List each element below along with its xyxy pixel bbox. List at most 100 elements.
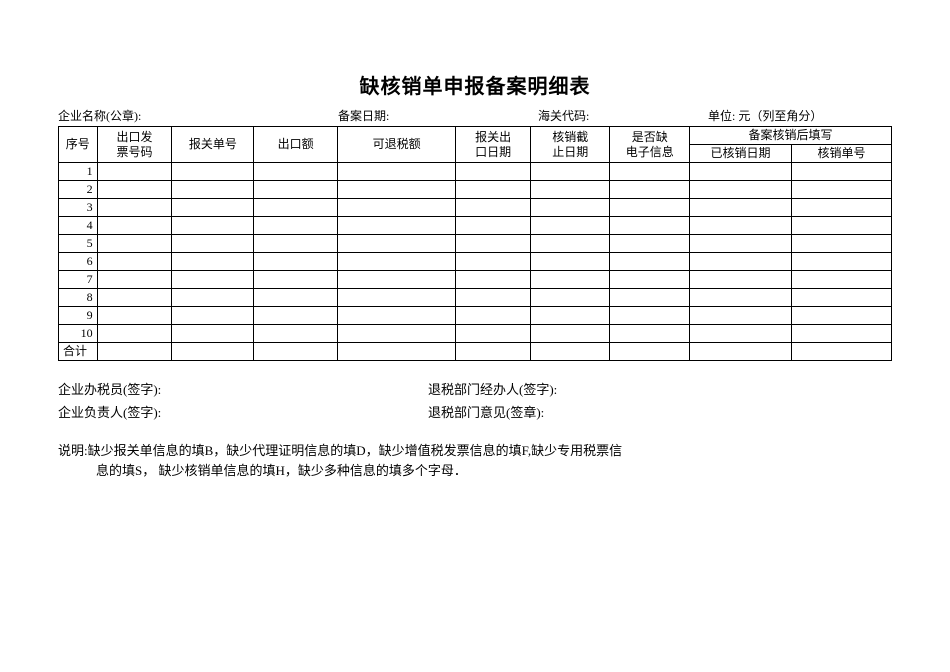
cell xyxy=(610,181,689,199)
table-row: 2 xyxy=(59,181,892,199)
total-cell xyxy=(792,343,892,361)
cell xyxy=(254,181,338,199)
cell-seq: 1 xyxy=(59,163,98,181)
total-cell xyxy=(610,343,689,361)
cell xyxy=(531,181,610,199)
cell xyxy=(456,325,531,343)
cell xyxy=(254,163,338,181)
table-row: 10 xyxy=(59,325,892,343)
cell xyxy=(338,199,456,217)
cell xyxy=(172,253,254,271)
cell xyxy=(610,163,689,181)
cell xyxy=(97,289,172,307)
cell xyxy=(97,199,172,217)
cell xyxy=(531,253,610,271)
cell xyxy=(338,217,456,235)
cell xyxy=(689,163,791,181)
cell xyxy=(254,271,338,289)
cell xyxy=(792,199,892,217)
cell xyxy=(610,217,689,235)
signature-block: 企业办税员(签字): 企业负责人(签字): 退税部门经办人(签字): 退税部门意… xyxy=(58,379,892,425)
cell-seq: 7 xyxy=(59,271,98,289)
col-decl-no: 报关单号 xyxy=(172,127,254,163)
cell-seq: 2 xyxy=(59,181,98,199)
total-cell xyxy=(338,343,456,361)
detail-table: 序号 出口发票号码 报关单号 出口额 可退税额 报关出口日期 核销截止日期 是否… xyxy=(58,126,892,361)
cell xyxy=(792,253,892,271)
cell xyxy=(254,253,338,271)
cell xyxy=(531,199,610,217)
total-cell xyxy=(254,343,338,361)
total-cell xyxy=(689,343,791,361)
cell xyxy=(338,271,456,289)
cell-seq: 5 xyxy=(59,235,98,253)
col-cancel-no: 核销单号 xyxy=(792,145,892,163)
table-row: 6 xyxy=(59,253,892,271)
col-canceled-date: 已核销日期 xyxy=(689,145,791,163)
cell xyxy=(254,235,338,253)
sig-tax-clerk: 企业办税员(签字): xyxy=(58,379,428,398)
note-line-2: 息的填S， 缺少核销单信息的填H，缺少多种信息的填多个字母． xyxy=(58,461,892,481)
cell xyxy=(172,271,254,289)
cell xyxy=(610,235,689,253)
cell-seq: 3 xyxy=(59,199,98,217)
cell xyxy=(254,217,338,235)
cell xyxy=(338,235,456,253)
col-missing-elec: 是否缺电子信息 xyxy=(610,127,689,163)
cell xyxy=(792,271,892,289)
label-unit: 单位: 元（列至角分） xyxy=(708,107,892,124)
table-row: 4 xyxy=(59,217,892,235)
cell xyxy=(689,325,791,343)
cell xyxy=(338,253,456,271)
total-label: 合计 xyxy=(59,343,98,361)
cell xyxy=(456,199,531,217)
cell xyxy=(456,181,531,199)
cell xyxy=(172,217,254,235)
cell xyxy=(610,307,689,325)
cell xyxy=(689,235,791,253)
cell xyxy=(792,235,892,253)
cell xyxy=(172,289,254,307)
cell-seq: 8 xyxy=(59,289,98,307)
cell xyxy=(338,307,456,325)
table-row: 1 xyxy=(59,163,892,181)
cell xyxy=(338,181,456,199)
header-meta-line: 企业名称(公章): 备案日期: 海关代码: 单位: 元（列至角分） xyxy=(58,107,892,124)
table-row: 9 xyxy=(59,307,892,325)
cell xyxy=(792,181,892,199)
table-body: 12345678910 xyxy=(59,163,892,343)
cell xyxy=(689,289,791,307)
cell xyxy=(254,199,338,217)
cell xyxy=(254,289,338,307)
cell xyxy=(792,325,892,343)
cell xyxy=(531,289,610,307)
cell-seq: 6 xyxy=(59,253,98,271)
note-line-1: 说明:缺少报关单信息的填B，缺少代理证明信息的填D，缺少增值税发票信息的填F,缺… xyxy=(58,441,892,461)
cell xyxy=(792,289,892,307)
cell xyxy=(456,289,531,307)
cell xyxy=(338,325,456,343)
total-cell xyxy=(456,343,531,361)
cell xyxy=(97,325,172,343)
cell xyxy=(338,163,456,181)
cell xyxy=(97,253,172,271)
col-export-date: 报关出口日期 xyxy=(456,127,531,163)
cell xyxy=(610,253,689,271)
cell xyxy=(610,289,689,307)
cell xyxy=(172,325,254,343)
cell xyxy=(97,235,172,253)
total-cell xyxy=(531,343,610,361)
cell xyxy=(456,235,531,253)
sig-company-owner: 企业负责人(签字): xyxy=(58,402,428,421)
cell xyxy=(531,325,610,343)
cell xyxy=(689,217,791,235)
cell xyxy=(254,307,338,325)
col-group-title: 备案核销后填写 xyxy=(689,127,891,145)
table-row: 3 xyxy=(59,199,892,217)
cell xyxy=(689,181,791,199)
cell xyxy=(792,163,892,181)
total-cell xyxy=(97,343,172,361)
form-title: 缺核销单申报备案明细表 xyxy=(58,70,892,99)
cell xyxy=(456,307,531,325)
cell xyxy=(97,271,172,289)
